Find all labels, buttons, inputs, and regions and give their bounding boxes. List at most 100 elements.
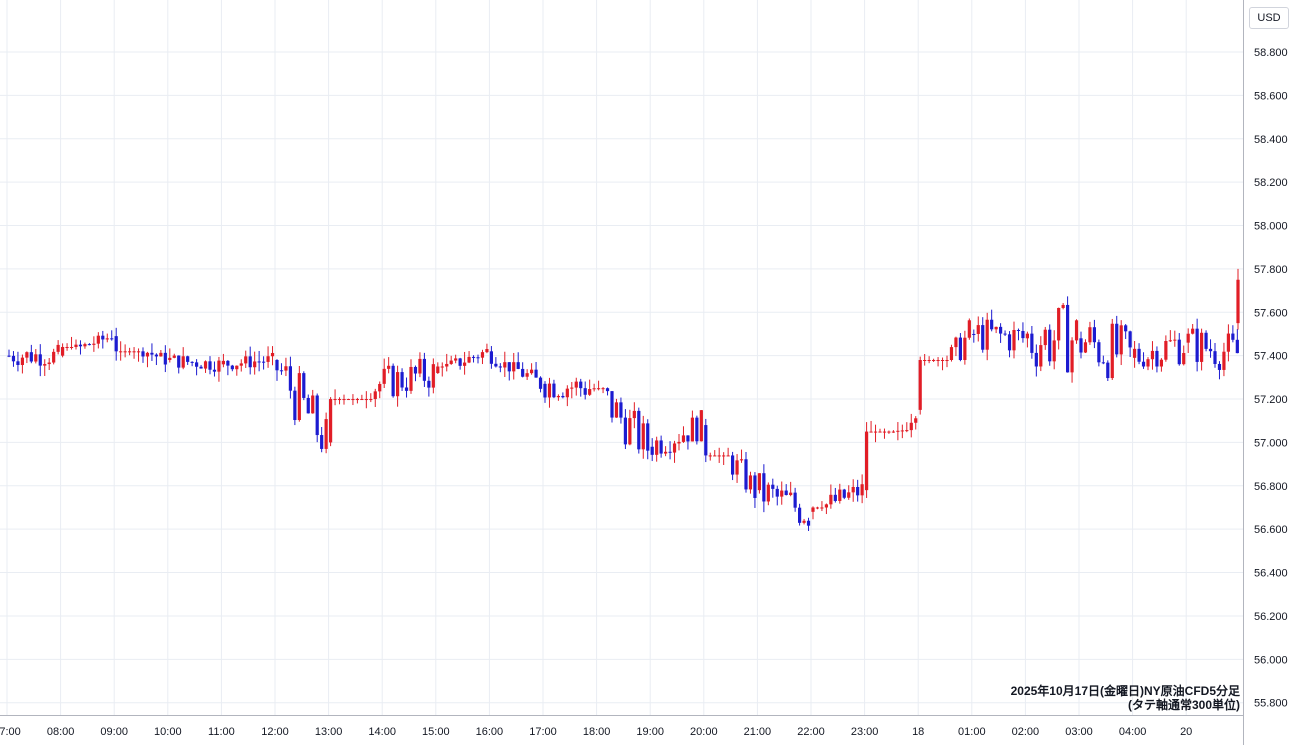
candle-body xyxy=(230,365,234,370)
candle-body xyxy=(83,344,87,347)
currency-selector[interactable]: USD xyxy=(1249,7,1289,29)
candle-body xyxy=(1119,325,1123,355)
y-tick-label: 57.600 xyxy=(1254,307,1288,319)
candle-body xyxy=(650,446,654,455)
candle-body xyxy=(351,399,355,401)
candle-body xyxy=(128,351,132,353)
candle-body xyxy=(1101,362,1105,364)
x-tick-label: 02:00 xyxy=(1012,726,1040,738)
candle-body xyxy=(664,451,668,454)
candle-body xyxy=(704,425,708,456)
candle-body xyxy=(369,399,373,401)
candle-body xyxy=(802,520,806,523)
candle-body xyxy=(896,430,900,432)
candle-body xyxy=(985,319,989,350)
x-tick-label: 20 xyxy=(1180,726,1192,738)
candle-body xyxy=(994,326,998,330)
candle-body xyxy=(217,360,221,372)
candle-body xyxy=(471,356,476,358)
candle-body xyxy=(270,352,275,357)
candle-body xyxy=(847,492,851,498)
candle-body xyxy=(1222,351,1226,370)
candle-body xyxy=(52,351,56,363)
candle-body xyxy=(266,356,270,362)
candle-body xyxy=(181,356,185,368)
candle-body xyxy=(320,435,324,449)
candle-body xyxy=(396,372,400,397)
candle-body xyxy=(588,389,592,395)
candle-body xyxy=(561,395,565,398)
candle-body xyxy=(248,356,252,368)
candle-body xyxy=(110,338,114,340)
candle-body xyxy=(757,473,761,491)
candle-body xyxy=(78,344,83,347)
candle-body xyxy=(1088,327,1092,343)
candle-body xyxy=(1236,279,1240,324)
candle-body xyxy=(1235,339,1239,354)
candle-body xyxy=(838,489,842,501)
candle-body xyxy=(538,377,543,389)
candle-body xyxy=(74,344,78,347)
candle-body xyxy=(43,364,47,366)
candle-body xyxy=(65,346,69,348)
candle-body xyxy=(1057,307,1061,341)
candle-body xyxy=(981,325,985,350)
candle-body xyxy=(489,351,493,364)
candle-body xyxy=(355,399,359,401)
candle-body xyxy=(940,359,945,361)
candle-body xyxy=(503,362,507,368)
candle-body xyxy=(815,507,820,509)
candle-body xyxy=(1043,329,1047,346)
candle-body xyxy=(623,417,627,445)
x-tick-label: 07:00 xyxy=(0,726,21,738)
candle-body xyxy=(297,373,301,421)
candle-body xyxy=(780,490,784,497)
grid-lines xyxy=(0,0,1243,715)
candle-body xyxy=(382,368,386,384)
candle-body xyxy=(999,326,1003,334)
candle-body xyxy=(87,344,91,346)
candle-body xyxy=(552,383,556,398)
candle-body xyxy=(422,358,426,381)
candle-body xyxy=(695,417,699,442)
candle-body xyxy=(195,362,199,367)
candle-body xyxy=(869,431,873,433)
candle-body xyxy=(1048,329,1052,362)
candle-body xyxy=(972,333,976,335)
x-tick-label: 12:00 xyxy=(261,726,289,738)
candle-body xyxy=(873,431,878,433)
candle-body xyxy=(574,381,578,388)
candle-body xyxy=(708,455,712,457)
candle-body xyxy=(1231,333,1235,340)
candles xyxy=(7,268,1240,531)
x-tick-label: 08:00 xyxy=(47,726,75,738)
candle-body xyxy=(311,395,315,414)
candle-body xyxy=(1159,359,1163,367)
candle-body xyxy=(168,357,172,360)
candle-body xyxy=(445,363,449,367)
candle-body xyxy=(860,484,864,496)
y-tick-label: 58.800 xyxy=(1254,47,1288,59)
candle-body xyxy=(123,351,127,353)
candle-body xyxy=(136,351,141,353)
candle-body xyxy=(681,435,686,442)
candle-body xyxy=(373,391,377,400)
candle-body xyxy=(92,343,96,345)
candle-body xyxy=(454,358,458,361)
candle-body xyxy=(753,475,757,498)
candle-body xyxy=(865,431,869,491)
candle-body xyxy=(990,319,994,330)
x-tick-label: 04:00 xyxy=(1119,726,1147,738)
x-tick-label: 01:00 xyxy=(958,726,986,738)
candle-body xyxy=(547,383,552,398)
candle-body xyxy=(1012,329,1016,351)
y-tick-label: 58.000 xyxy=(1254,221,1288,233)
x-tick-label: 18:00 xyxy=(583,726,611,738)
candle-body xyxy=(637,410,641,450)
candle-body xyxy=(525,373,529,377)
candle-body xyxy=(257,361,261,363)
candle-body xyxy=(154,354,158,357)
